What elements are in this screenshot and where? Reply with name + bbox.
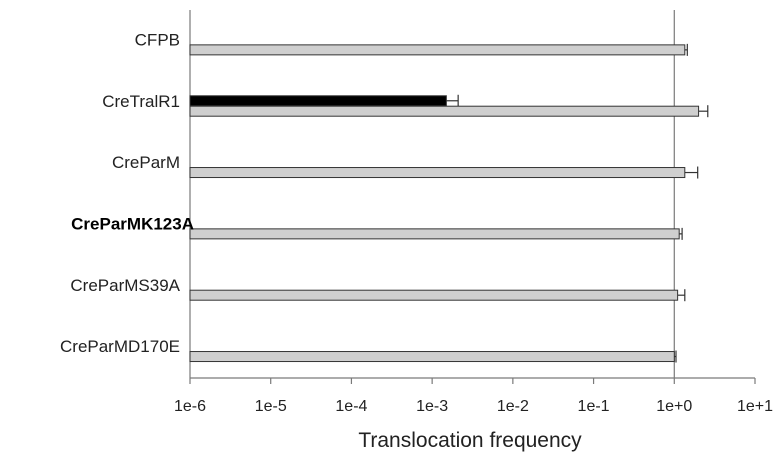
x-tick-labels: 1e-6 1e-5 1e-4 1e-3 1e-2 1e-1 1e+0 1e+1: [174, 398, 773, 415]
x-tick-label: 1e+0: [656, 398, 692, 415]
x-tick-label: 1e-3: [416, 398, 448, 415]
bar: [189, 228, 680, 240]
category-label: CreParMS39A: [70, 276, 180, 295]
x-tick-label: 1e-5: [255, 398, 287, 415]
x-tick-label: 1e-2: [497, 398, 529, 415]
x-tick-label: 1e+1: [737, 398, 773, 415]
category-label: CreTralR1: [102, 92, 180, 111]
x-tick-label: 1e-1: [578, 398, 610, 415]
x-axis-label: Translocation frequency: [358, 429, 582, 452]
category-label: CFPB: [135, 31, 180, 50]
category-label: CreParM: [112, 153, 180, 172]
bar: [189, 289, 679, 301]
category-label: CreParMD170E: [60, 337, 180, 356]
category-labels: CFPB CreTralR1 CreParM CreParMK123A CreParMS…: [60, 31, 194, 357]
x-tick-label: 1e-6: [174, 398, 206, 415]
bar: [189, 167, 686, 179]
chart-bars: [189, 43, 709, 363]
bar: [189, 95, 447, 107]
bar: [189, 351, 675, 363]
chart-axes: [189, 10, 756, 384]
bar: [189, 44, 686, 56]
bar: [189, 105, 700, 117]
category-label: CreParMK123A: [71, 215, 194, 234]
x-tick-label: 1e-4: [335, 398, 367, 415]
